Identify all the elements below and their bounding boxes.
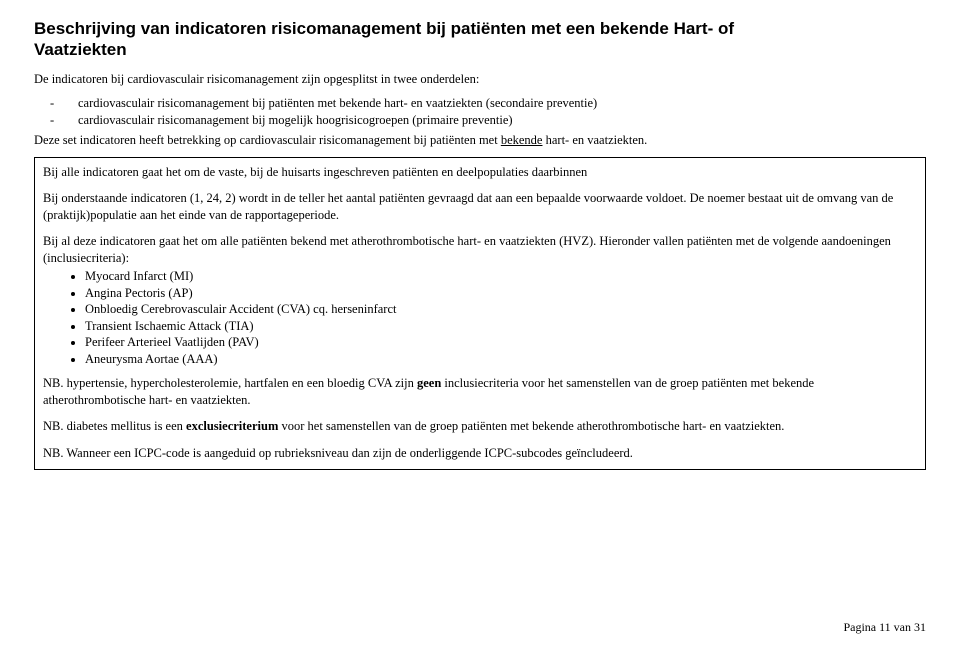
dash-item: -cardiovasculair risicomanagement bij pa… [64,95,926,112]
dash-icon: - [64,95,78,112]
list-item: Perifeer Arterieel Vaatlijden (PAV) [85,334,917,351]
dash-item-text: cardiovasculair risicomanagement bij pat… [78,96,597,110]
box-paragraph-1: Bij alle indicatoren gaat het om de vast… [43,164,917,181]
list-item: Angina Pectoris (AP) [85,285,917,302]
nb2-pre: NB. diabetes mellitus is een [43,419,186,433]
list-item: Aneurysma Aortae (AAA) [85,351,917,368]
page-footer: Pagina 11 van 31 [843,620,926,635]
scope-underlined: bekende [501,133,543,147]
dash-icon: - [64,112,78,129]
nb1-pre: NB. hypertensie, hypercholesterolemie, h… [43,376,417,390]
title-line-2: Vaatziekten [34,40,127,59]
title-line-1: Beschrijving van indicatoren risicomanag… [34,19,734,38]
dash-item-text: cardiovasculair risicomanagement bij mog… [78,113,513,127]
list-item: Onbloedig Cerebrovasculair Accident (CVA… [85,301,917,318]
page-title: Beschrijving van indicatoren risicomanag… [34,18,926,61]
box-paragraph-3: Bij al deze indicatoren gaat het om alle… [43,233,917,266]
intro-paragraph: De indicatoren bij cardiovasculair risic… [34,71,926,88]
nb-paragraph-2: NB. diabetes mellitus is een exclusiecri… [43,418,917,435]
info-box: Bij alle indicatoren gaat het om de vast… [34,157,926,471]
nb-paragraph-3: NB. Wanneer een ICPC-code is aangeduid o… [43,445,917,462]
nb2-bold: exclusiecriterium [186,419,278,433]
dash-list: -cardiovasculair risicomanagement bij pa… [34,95,926,128]
list-item: Myocard Infarct (MI) [85,268,917,285]
scope-pre: Deze set indicatoren heeft betrekking op… [34,133,501,147]
box-paragraph-2: Bij onderstaande indicatoren (1, 24, 2) … [43,190,917,223]
list-item: Transient Ischaemic Attack (TIA) [85,318,917,335]
dash-item: -cardiovasculair risicomanagement bij mo… [64,112,926,129]
nb-paragraph-1: NB. hypertensie, hypercholesterolemie, h… [43,375,917,408]
scope-paragraph: Deze set indicatoren heeft betrekking op… [34,132,926,149]
document-page: Beschrijving van indicatoren risicomanag… [0,0,960,645]
inclusion-list: Myocard Infarct (MI) Angina Pectoris (AP… [43,268,917,367]
nb2-post: voor het samenstellen van de groep patië… [278,419,784,433]
scope-post: hart- en vaatziekten. [542,133,647,147]
nb1-bold: geen [417,376,441,390]
